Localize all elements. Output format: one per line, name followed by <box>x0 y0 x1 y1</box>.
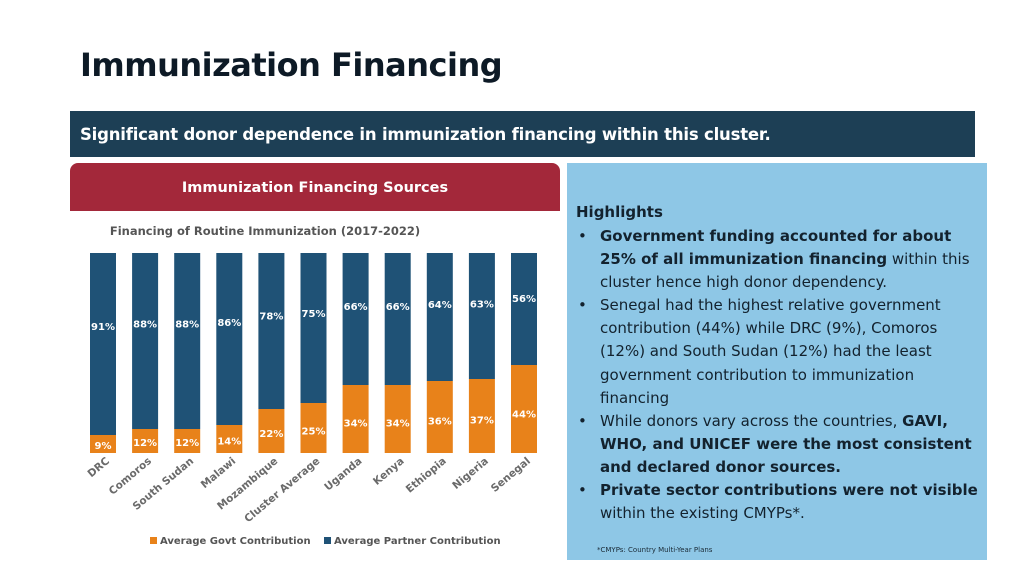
summary-banner-text: Significant donor dependence in immuniza… <box>80 124 771 144</box>
highlight-text: Senegal had the highest relative governm… <box>600 296 941 407</box>
x-tick-label: Ethiopia <box>404 455 449 495</box>
bar-govt-4 <box>258 409 285 453</box>
bar-partner-8 <box>426 253 453 381</box>
x-tick-label: Senegal <box>489 455 533 495</box>
highlights-title: Highlights <box>576 203 663 221</box>
data-label-govt: 36% <box>428 417 452 428</box>
highlight-text: Private sector contributions were not vi… <box>600 481 978 500</box>
page-title: Immunization Financing <box>80 46 503 84</box>
bar-govt-3 <box>216 425 243 453</box>
bar-govt-9 <box>468 379 495 453</box>
stacked-bar-chart: Financing of Routine Immunization (2017-… <box>85 224 537 547</box>
bar-partner-10 <box>511 253 537 365</box>
legend-label-partner: Average Partner Contribution <box>334 536 501 547</box>
bar-govt-6 <box>342 385 369 453</box>
data-label-partner: 86% <box>217 318 241 329</box>
summary-banner: Significant donor dependence in immuniza… <box>70 111 975 157</box>
data-label-govt: 12% <box>175 438 199 449</box>
data-label-partner: 75% <box>302 309 326 320</box>
data-label-partner: 88% <box>133 319 157 330</box>
data-label-partner: 63% <box>470 299 494 310</box>
data-label-govt: 44% <box>512 409 536 420</box>
highlight-text: within the existing CMYPs*. <box>600 504 805 523</box>
data-label-govt: 9% <box>95 441 112 452</box>
x-tick-label: Uganda <box>322 455 364 493</box>
highlight-text: While donors vary across the countries, <box>600 411 903 430</box>
bar-partner-0 <box>90 253 116 435</box>
highlight-text: within this cluster hence high donor dep… <box>600 250 970 292</box>
data-label-partner: 66% <box>344 302 368 313</box>
data-label-govt: 22% <box>259 429 283 440</box>
highlight-bullet: While donors vary across the countries, … <box>576 410 981 479</box>
highlight-text: GAVI, WHO, and UNICEF were the most cons… <box>600 411 972 476</box>
data-label-partner: 88% <box>175 319 199 330</box>
highlight-text: Government funding accounted for about 2… <box>600 227 952 269</box>
bar-partner-1 <box>132 253 159 429</box>
data-label-partner: 78% <box>259 311 283 322</box>
legend-label-govt: Average Govt Contribution <box>160 536 311 547</box>
bar-govt-7 <box>384 385 411 453</box>
x-tick-label: Nigeria <box>450 455 491 492</box>
bar-partner-7 <box>384 253 411 385</box>
bar-govt-5 <box>300 403 327 453</box>
data-label-partner: 91% <box>91 322 115 333</box>
bar-partner-9 <box>468 253 495 379</box>
data-label-govt: 34% <box>386 418 410 429</box>
x-tick-label: Cluster Average <box>242 455 322 525</box>
bar-partner-2 <box>174 253 201 429</box>
data-label-partner: 66% <box>386 302 410 313</box>
data-label-govt: 25% <box>302 427 326 438</box>
x-tick-label: Kenya <box>371 455 407 488</box>
highlight-bullet: Senegal had the highest relative governm… <box>576 294 981 409</box>
highlight-bullet: Private sector contributions were not vi… <box>576 479 981 525</box>
x-tick-label: Malawi <box>199 455 239 491</box>
chart-panel-header-text: Immunization Financing Sources <box>181 180 449 196</box>
chart-panel-header: Immunization Financing Sources <box>70 163 560 211</box>
highlight-bullet: Government funding accounted for about 2… <box>576 225 981 294</box>
footnote: *CMYPs: Country Multi-Year Plans <box>597 546 713 554</box>
bar-partner-6 <box>342 253 369 385</box>
data-label-partner: 56% <box>512 294 536 305</box>
bar-govt-1 <box>132 429 159 453</box>
bar-govt-8 <box>426 381 453 453</box>
chart-title: Financing of Routine Immunization (2017-… <box>110 224 420 238</box>
data-label-partner: 64% <box>428 300 452 311</box>
x-tick-label: DRC <box>85 455 112 480</box>
data-label-govt: 37% <box>470 416 494 427</box>
highlights-list: Government funding accounted for about 2… <box>576 225 981 525</box>
highlights-panel: Highlights Government funding accounted … <box>567 163 987 560</box>
bar-partner-4 <box>258 253 285 409</box>
bar-govt-2 <box>174 429 201 453</box>
bar-partner-5 <box>300 253 327 403</box>
chart-panel: Financing of Routine Immunization (2017-… <box>70 163 560 560</box>
data-label-govt: 34% <box>344 418 368 429</box>
data-label-govt: 12% <box>133 438 157 449</box>
legend-swatch-partner <box>324 537 331 544</box>
bar-govt-10 <box>511 365 537 453</box>
bar-partner-3 <box>216 253 243 425</box>
legend-swatch-govt <box>150 537 157 544</box>
bar-govt-0 <box>90 435 116 453</box>
data-label-govt: 14% <box>217 436 241 447</box>
